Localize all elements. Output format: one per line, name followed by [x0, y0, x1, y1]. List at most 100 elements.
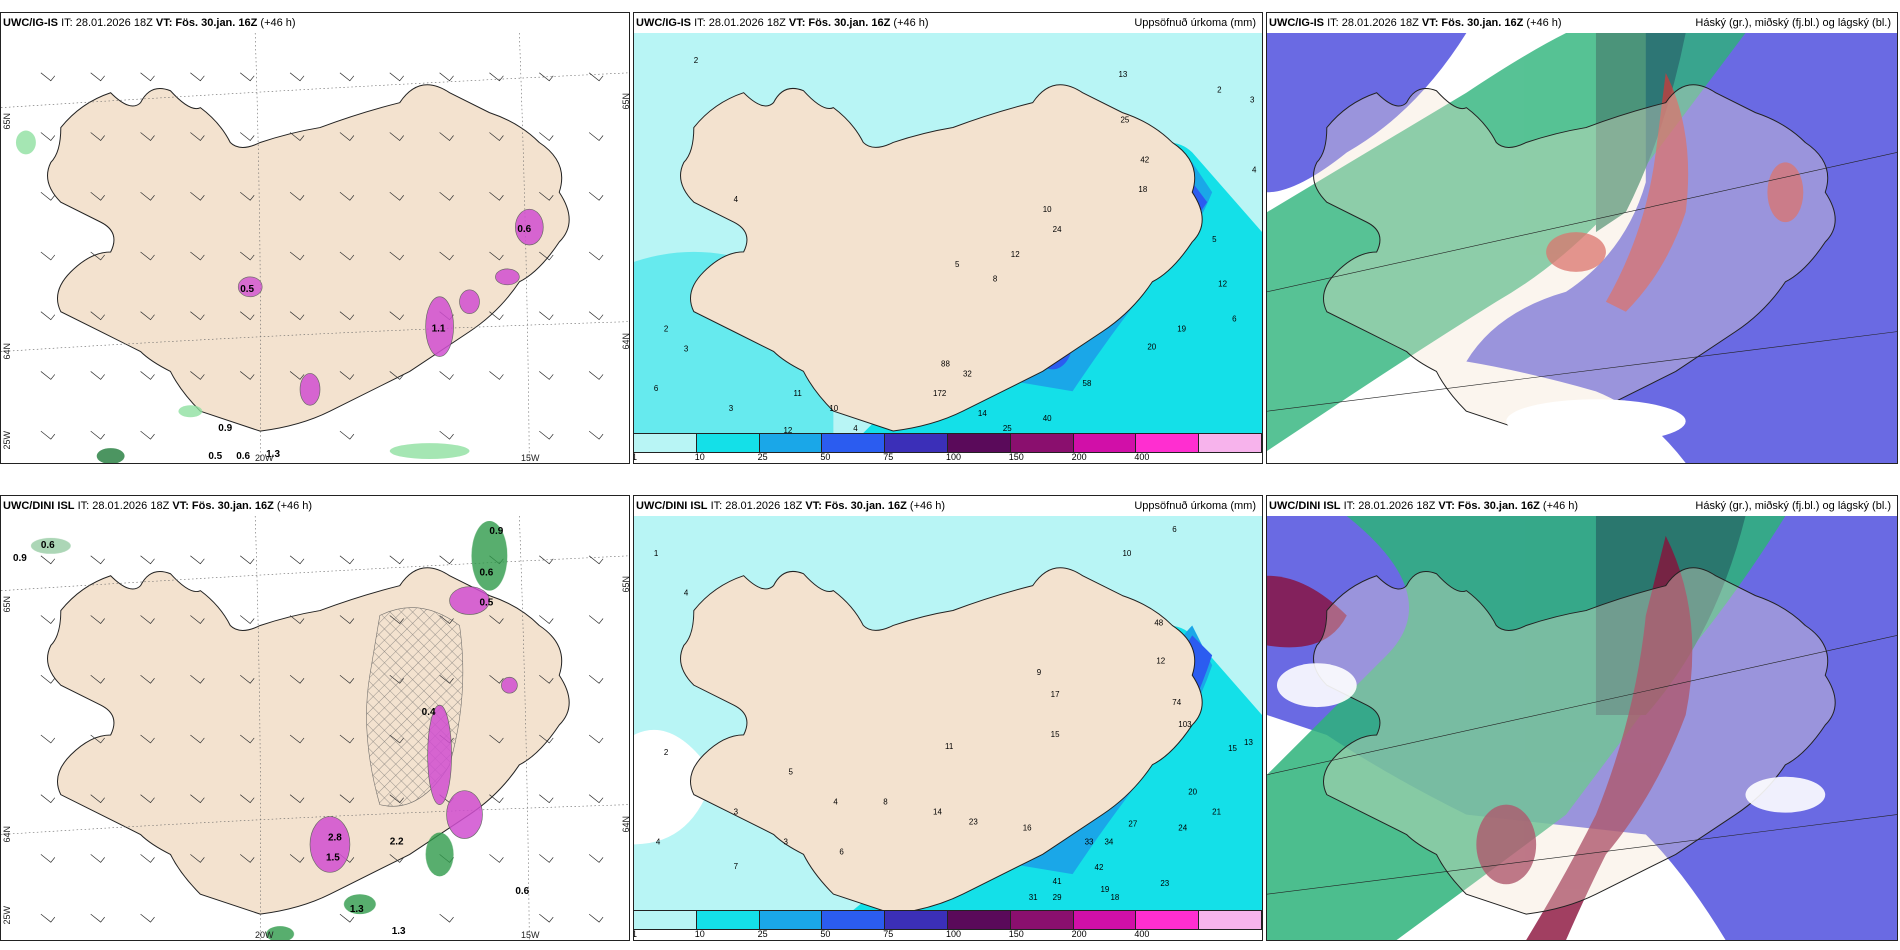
value-label: 41: [1053, 877, 1062, 886]
value-label: 48: [1154, 618, 1163, 627]
lat-label: 64N: [621, 333, 630, 350]
value-label: 2: [1217, 86, 1222, 95]
value-label: 10: [1043, 205, 1052, 214]
map-area: [1267, 516, 1897, 940]
value-label: 18: [1138, 185, 1147, 194]
panel-header: UWC/IG-IS IT: 28.01.2026 18Z VT: Fös. 30…: [634, 13, 1262, 33]
panel-ig-wind: UWC/IG-IS IT: 28.01.2026 18Z VT: Fös. 30…: [0, 12, 630, 464]
colorbar-swatch: [1199, 911, 1262, 929]
colorbar-swatch: [1199, 434, 1262, 452]
lat-label: 64N: [621, 816, 630, 833]
lead-time: (+46 h): [1542, 500, 1579, 512]
white-sea: [634, 729, 714, 845]
init-time: IT: 28.01.2026 18Z: [61, 17, 153, 29]
colorbar-label: 100: [946, 452, 962, 462]
colorbar-swatch: [1073, 911, 1137, 929]
value-label: 8: [993, 275, 998, 284]
map-area: 4 2 3 5 4 6 7 3 8 14 23 41 29 31 42 33 3…: [634, 516, 1262, 910]
init-time: IT: 28.01.2026 18Z: [694, 17, 786, 29]
lead-time: (+46 h): [893, 17, 929, 29]
lon-label: 20W: [255, 930, 274, 940]
value-label: 29: [1053, 893, 1062, 902]
lon-label: 15W: [521, 930, 540, 940]
lat-label: 64N: [2, 343, 12, 360]
value-label: 31: [1029, 893, 1038, 902]
value-label: 12: [1011, 250, 1020, 259]
precip-patches: [237, 208, 544, 406]
value-label: 2.2: [390, 836, 404, 847]
value-label: 6: [654, 384, 659, 393]
value-label: 18: [1110, 893, 1119, 902]
panel-title: Háský (gr.), miðský (fj.bl.) og lágský (…: [1695, 500, 1891, 512]
colorbar-label: 1: [634, 452, 637, 463]
value-label: 74: [1172, 698, 1181, 707]
value-label: 1.5: [326, 852, 340, 863]
value-label: 11: [945, 742, 954, 751]
value-label: 0.5: [240, 284, 254, 295]
value-label: 3: [729, 404, 734, 413]
value-label: 3: [1250, 96, 1255, 105]
panel-dini-accum: UWC/DINI ISL IT: 28.01.2026 18Z VT: Fös.…: [633, 495, 1263, 941]
value-label: 3: [684, 344, 689, 353]
colorbar-swatches: [634, 433, 1262, 453]
graticule: [1, 33, 629, 463]
value-label: 6: [1232, 315, 1237, 324]
value-label: 1.1: [432, 324, 446, 335]
colorbar-label: 75: [883, 452, 894, 462]
value-label: 9: [1037, 668, 1042, 677]
value-label: 8: [883, 798, 888, 807]
value-label: 1: [654, 549, 659, 558]
panel-ig-clouds: UWC/IG-IS IT: 28.01.2026 18Z VT: Fös. 30…: [1266, 12, 1898, 464]
valid-time: Fös. 30.jan. 16Z: [824, 500, 907, 512]
colorbar-label: 50: [820, 929, 831, 939]
valid-time: Fös. 30.jan. 16Z: [175, 17, 258, 29]
value-label: 13: [1118, 70, 1127, 79]
value-label: 12: [784, 426, 793, 433]
value-label: 11: [793, 389, 802, 398]
value-label: 4: [1252, 165, 1257, 174]
value-label: 2: [664, 325, 669, 334]
valid-time: Fös. 30.jan. 16Z: [1457, 500, 1540, 512]
value-label: 0.4: [422, 707, 436, 718]
model-name: UWC/IG-IS: [3, 17, 58, 29]
model-name: UWC/IG-IS: [636, 17, 691, 29]
value-label: 32: [963, 369, 972, 378]
value-label: 23: [1160, 879, 1169, 888]
colorbar-label: 200: [1071, 452, 1087, 462]
colorbar-swatch: [822, 911, 886, 929]
colorbar-swatch: [696, 911, 760, 929]
colorbar-labels: 1 10 25 50 75 100 150 200 400: [634, 929, 1262, 940]
value-label: 25: [1120, 116, 1129, 125]
colorbar-label: 25: [757, 929, 768, 939]
value-label: 15: [1051, 730, 1060, 739]
colorbar-swatch: [759, 434, 823, 452]
value-label: 14: [978, 409, 987, 418]
value-label: 42: [1095, 863, 1104, 872]
colorbar-swatch: [947, 911, 1011, 929]
panel-ig-accum: UWC/IG-IS IT: 28.01.2026 18Z VT: Fös. 30…: [633, 12, 1263, 464]
panel-header: UWC/DINI ISL IT: 28.01.2026 18Z VT: Fös.…: [1, 496, 629, 516]
colorbar-label: 100: [946, 929, 962, 939]
value-label: 20: [1147, 342, 1156, 351]
green-patches: [15, 130, 470, 463]
map-area: 0.9 0.5 0.6 1.3 0.6 0.5 1.1: [1, 33, 629, 463]
colorbar-swatch: [1136, 434, 1200, 452]
colorbar-swatch: [822, 434, 886, 452]
valid-label: VT:: [172, 500, 189, 512]
colorbar: 1 10 25 50 75 100 150 200 400: [634, 910, 1262, 940]
colorbar-label: 25: [757, 452, 768, 462]
colorbar-swatch: [634, 911, 697, 929]
colorbar-swatch: [634, 434, 697, 452]
value-label: 5: [1212, 235, 1217, 244]
value-label: 21: [1212, 807, 1221, 816]
panel-dini-wind: UWC/DINI ISL IT: 28.01.2026 18Z VT: Fös.…: [0, 495, 630, 941]
colorbar-swatch: [1010, 434, 1074, 452]
value-label: 4: [833, 798, 838, 807]
value-label: 19: [1177, 325, 1186, 334]
value-label: 172: [933, 389, 947, 398]
lat-label: 65N: [621, 576, 630, 593]
value-label: 15: [1228, 744, 1237, 753]
colorbar-swatch: [1073, 434, 1137, 452]
colorbar-swatch: [696, 434, 760, 452]
colorbar-swatch: [885, 911, 948, 929]
